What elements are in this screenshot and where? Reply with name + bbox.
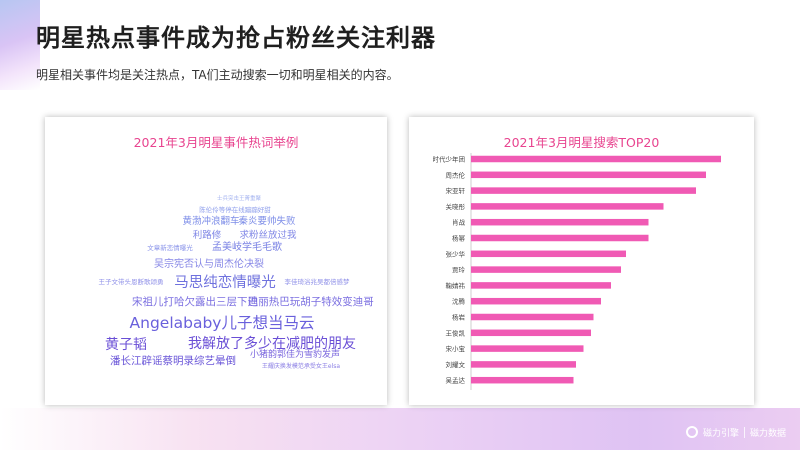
bar [471,218,649,226]
cloud-word: 我解放了多少在减肥的朋友 [188,336,356,352]
cloud-word: 宋祖儿打哈欠露出三层下巴 [132,296,258,308]
corner-decoration [0,0,40,90]
cloud-word: 小猪韵郭佳为雪豹发声 [249,350,341,360]
cloud-word: 马思纯恋情曝光 [174,275,276,291]
bar-category-label: 宋亚轩 [446,186,466,195]
cloud-word: 秦炎要帅失败 [238,216,296,227]
cloud-word: 利路修 [192,230,222,241]
bar [471,234,649,242]
bar-category-label: 刘耀文 [446,360,466,369]
bar-category-label: 宋小宝 [446,344,466,353]
bar-chart-panel: 2021年3月明星搜索TOP20 时代少年团周杰伦宋亚轩关晓彤肖战杨幂张少华贾玲… [409,117,754,405]
word-cloud-title: 2021年3月明星事件热词举例 [133,135,299,150]
bar [471,155,721,163]
bar-category-label: 吴孟达 [446,376,466,385]
cloud-word: 迪丽热巴玩胡子特效 [247,296,343,308]
bar-category-label: 杨岩 [452,313,466,322]
cloud-word: Angelababy儿子想当马云 [129,314,315,332]
bar-category-label: 沈腾 [452,297,466,306]
page-title: 明星热点事件成为抢占粉丝关注利器 [36,24,436,52]
footer-brand: 磁力引擎 磁力数据 [685,423,786,441]
bar [471,313,594,321]
bar-category-label: 贾玲 [452,265,466,274]
bar [471,187,696,194]
cloud-word: 变迪哥 [342,296,374,308]
bar-category-label: 肖战 [452,218,466,227]
bar-category-label: 时代少年团 [433,155,466,164]
cloud-word: 王子文带头恩断歌颂勇 [98,278,164,286]
cloud-word: 李佳琦浴兆吴都倍感梦 [284,278,350,286]
bar [471,250,626,258]
brand-name-1: 磁力引擎 [702,428,739,439]
cloud-word: 黄渤冲浪翻车 [182,216,240,227]
bar [471,361,576,368]
bar [471,266,621,273]
bar-category-label: 周杰伦 [446,170,466,179]
bar [471,345,584,352]
bar-category-label: 王俊凯 [446,328,466,337]
cloud-word: 王耀庆换发模范承受女王elsa [261,363,341,370]
chart-title: 2021年3月明星搜索TOP20 [503,135,660,150]
bar [471,203,664,210]
cloud-word: 求粉丝放过我 [239,230,297,241]
cloud-word: 文章新恋情曝光 [147,244,193,252]
bar [471,329,591,337]
brand-name-2: 磁力数据 [749,428,786,439]
cloud-word: 陈伦伶等停在线蹦蹦好甜 [199,206,271,214]
cloud-word: 士兵突击王菁重聚 [216,196,262,202]
brand-separator [743,426,745,438]
cloud-word: 孟美岐学毛毛歌 [212,242,282,253]
bar [471,282,611,289]
bar-category-label: 关晓彤 [446,202,466,211]
bar [471,376,574,384]
cloud-word: 黄子韬 [105,337,147,353]
cloud-word: 潘长江辟谣蔡明录综艺晕倒 [110,355,236,367]
bar [471,297,601,305]
page-subtitle: 明星相关事件均是关注热点，TA们主动搜索一切和明星相关的内容。 [36,68,399,82]
bottom-gradient-band [0,408,800,450]
bar-chart: 时代少年团周杰伦宋亚轩关晓彤肖战杨幂张少华贾玲鞠婧祎沈腾杨岩王俊凯宋小宝刘耀文吴… [433,153,721,390]
bar-category-label: 鞠婧祎 [446,281,466,290]
word-cloud-panel: 2021年3月明星事件热词举例 士兵突击王菁重聚陈伦伶等停在线蹦蹦好甜黄渤冲浪翻… [45,117,387,405]
bar-category-label: 张少华 [446,249,466,258]
word-cloud: 士兵突击王菁重聚陈伦伶等停在线蹦蹦好甜黄渤冲浪翻车 秦炎要帅失败利路修 求粉丝放过我… [45,117,387,405]
brand-logo-icon [685,426,698,438]
bar-category-label: 杨幂 [452,234,466,243]
cloud-word: 吴宗宪否认与周杰伦决裂 [154,259,264,270]
bar [471,171,706,179]
